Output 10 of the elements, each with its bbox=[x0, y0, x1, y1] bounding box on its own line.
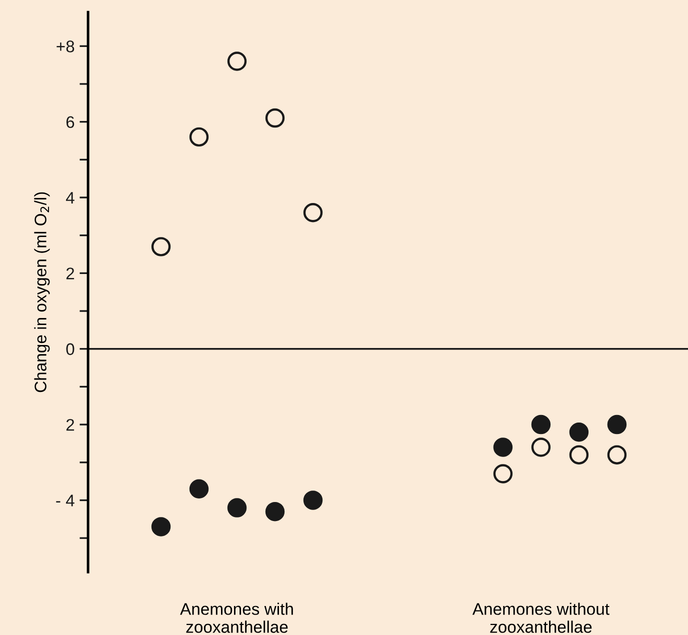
y-axis-title: Change in oxygen (ml O$_{2}$/l) bbox=[34, 192, 50, 392]
y-tick-label: 2 bbox=[66, 418, 74, 431]
y-tick-label: - 4 bbox=[56, 494, 74, 506]
y-tick-label: 2 bbox=[66, 268, 74, 280]
x-tick-label: Anemones with zooxanthellae bbox=[180, 602, 293, 633]
y-tick-label: +8 bbox=[56, 40, 74, 52]
y-tick-label: 6 bbox=[66, 116, 74, 128]
y-tick-label: 4 bbox=[66, 192, 74, 204]
y-tick-label: 0 bbox=[66, 343, 74, 356]
x-tick-label: Anemones without zooxanthellae bbox=[472, 602, 610, 633]
